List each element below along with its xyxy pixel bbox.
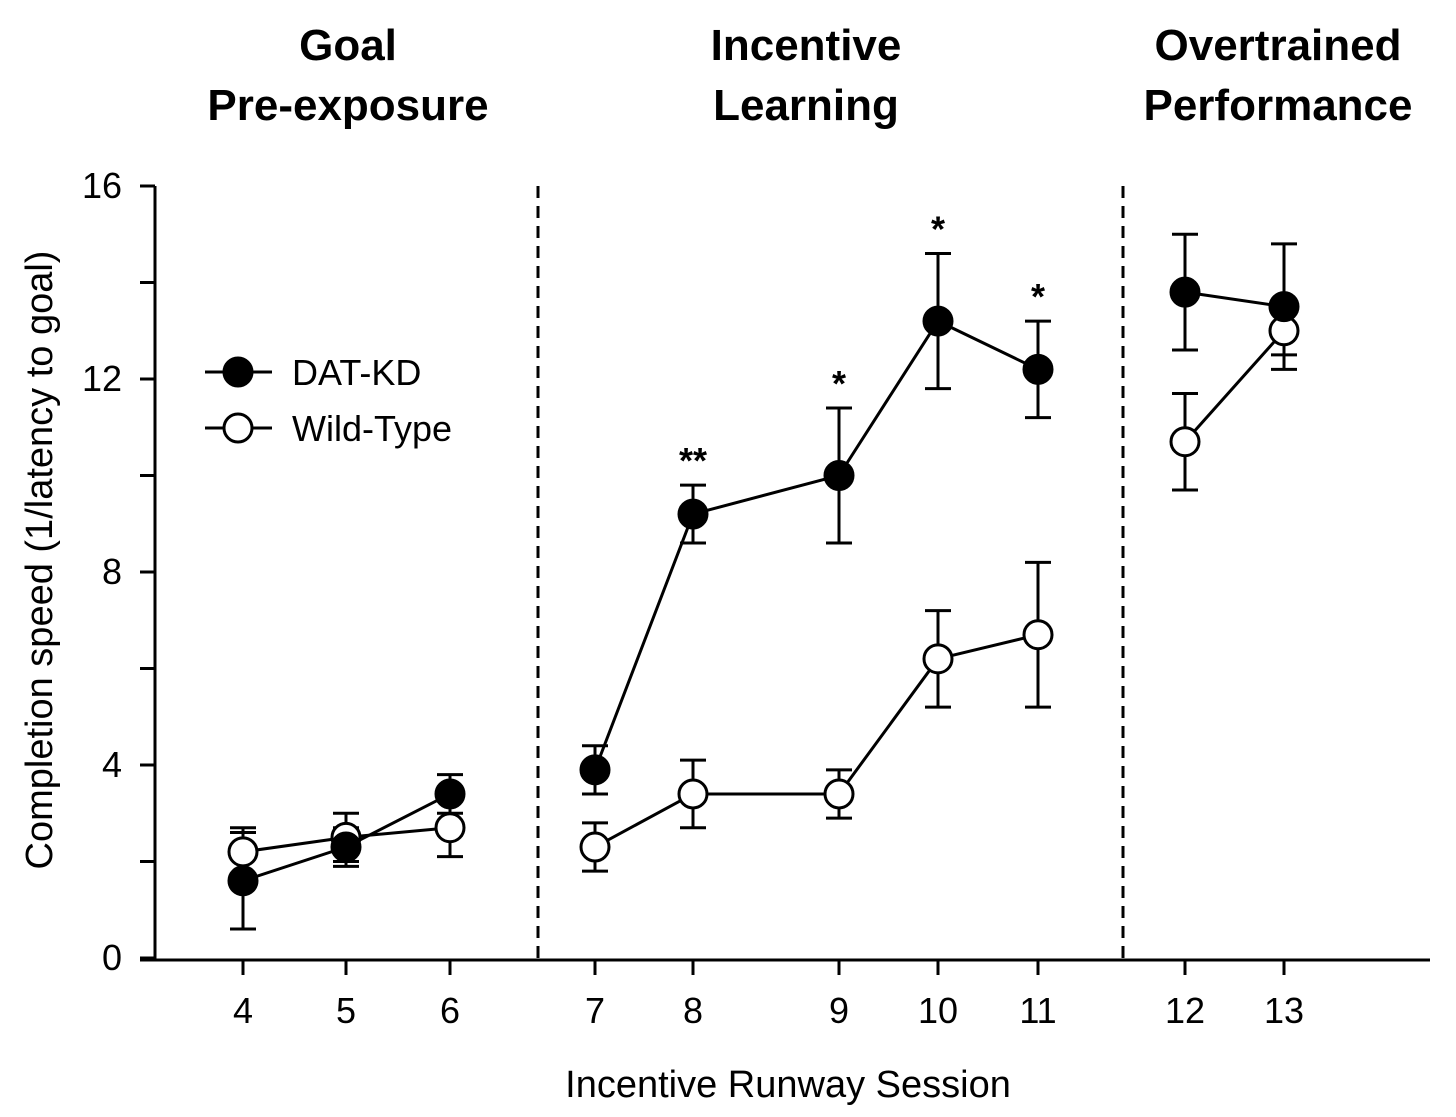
y-tick-label: 16 [82,165,122,206]
dat-kd-point [330,831,362,863]
x-tick-label: 12 [1165,990,1205,1031]
dat-kd-point [227,865,259,897]
x-axis-label: Incentive Runway Session [565,1064,1011,1106]
legend-marker [222,356,254,388]
wild-type-line [1183,329,1286,443]
wild-type-point [434,812,466,844]
wild-type-line [594,633,1039,849]
y-axis-label: Completion speed (1/latency to goal) [19,251,61,870]
significance-marker: * [832,363,846,404]
legend: DAT-KD Wild-Type [205,352,452,449]
series-markers [227,276,1300,897]
x-tick-label: 13 [1264,990,1304,1031]
phase-title-line: Learning [713,81,899,130]
significance-annotations: ***** [679,209,1045,482]
dat-kd-point [579,754,611,786]
x-tick-label: 11 [1019,990,1056,1031]
legend-label: Wild-Type [292,408,452,449]
x-tick-label: 10 [918,990,958,1031]
wild-type-point [579,831,611,863]
dat-kd-point [1169,276,1201,308]
legend-label: DAT-KD [292,352,421,393]
dat-kd-line [593,319,1039,771]
y-tick-label: 12 [82,358,122,399]
series-layer [227,232,1300,931]
phase-title-line: Pre-exposure [207,81,488,130]
dat-kd-point [1268,291,1300,323]
y-ticks: 0 4 8 12 16 [82,165,155,978]
x-tick-label: 9 [829,990,849,1031]
legend-marker [222,412,254,444]
phase-title-line: Overtrained [1155,21,1402,70]
phase-dividers [536,186,1125,962]
wild-type-point [1022,619,1054,651]
phase-title-line: Performance [1143,81,1412,130]
x-tick-label: 7 [585,990,605,1031]
x-tick-label: 5 [336,990,356,1031]
dat-kd-line [1184,290,1285,309]
significance-marker: * [931,209,945,250]
wild-type-point [1169,426,1201,458]
phase-title-line: Incentive [711,21,902,70]
x-ticks: 4 5 6 7 8 9 10 11 12 13 [233,960,1304,1031]
dat-kd-point [922,305,954,337]
phase-titles: Goal Pre-exposure Incentive Learning Overtra… [207,21,1412,130]
x-tick-label: 8 [683,990,703,1031]
wild-type-point [227,836,259,868]
x-tick-label: 6 [440,990,460,1031]
dat-kd-point [1022,353,1054,385]
wild-type-point [677,778,709,810]
dat-kd-point [823,460,855,491]
wild-type-point [823,778,855,810]
y-tick-label: 4 [102,744,122,785]
dat-kd-point [677,498,709,530]
significance-marker: ** [679,440,707,481]
dat-kd-point [434,778,466,810]
phase-title-line: Goal [299,21,397,70]
y-tick-label: 8 [102,551,122,592]
wild-type-point [922,643,954,675]
significance-marker: * [1031,276,1045,317]
y-tick-label: 0 [102,937,122,978]
x-tick-label: 4 [233,990,253,1031]
